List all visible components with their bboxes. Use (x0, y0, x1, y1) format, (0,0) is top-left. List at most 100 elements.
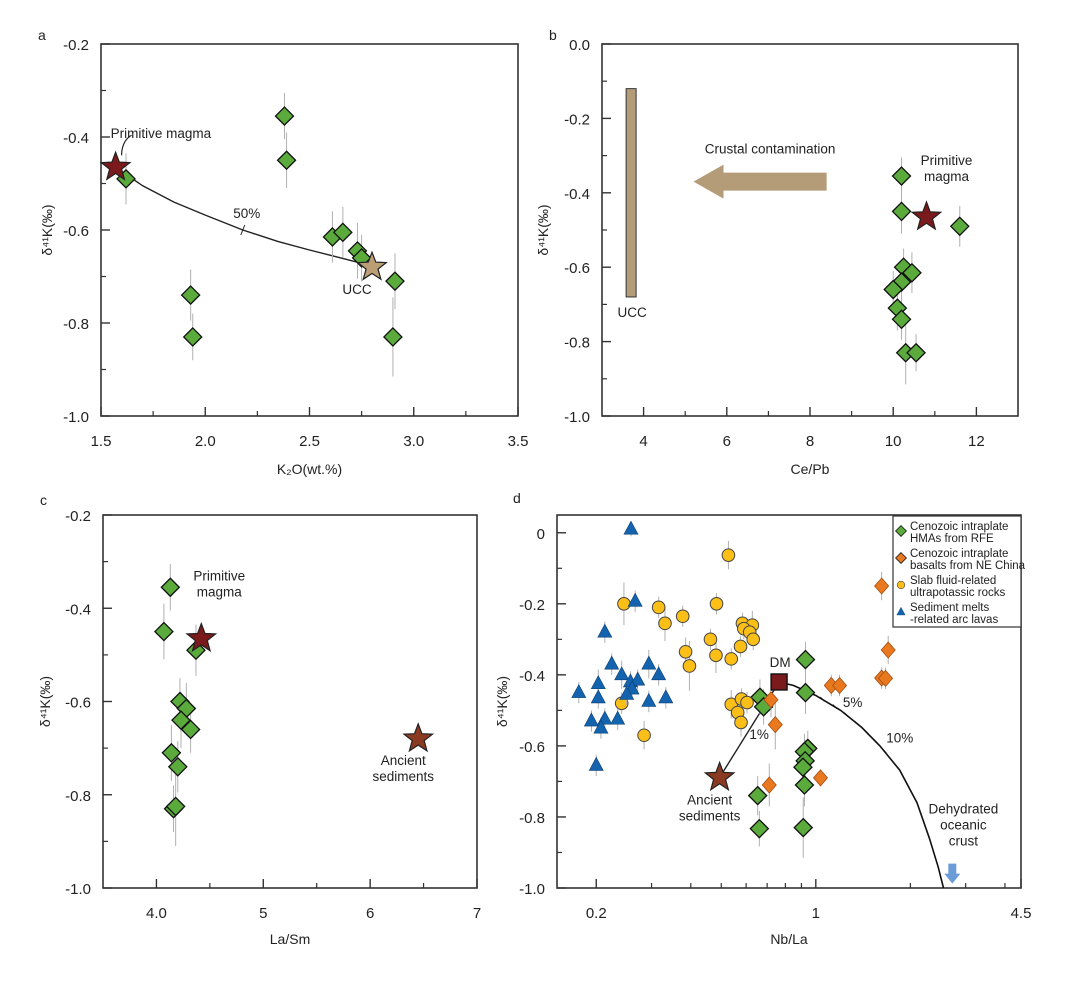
legend-label: -related arc lavas (910, 614, 998, 626)
y-tick-label: -0.2 (65, 508, 91, 525)
mixing-tick (832, 704, 838, 710)
crustal-contamination-arrow (693, 164, 827, 199)
data-point (795, 649, 816, 670)
data-point (583, 712, 599, 727)
data-point (651, 600, 666, 615)
mixing-tick (873, 738, 878, 744)
x-tick-label: 4.5 (1011, 905, 1032, 922)
legend-label: basalts from NE China (910, 560, 1026, 572)
data-point (794, 775, 815, 795)
x-tick-label: 6 (366, 905, 374, 922)
data-point (733, 639, 748, 654)
panel-d: d 0.2 1 4.5 -1.0 -0.8 -0.6 -0.4 -0.2 0 Nb/La δ⁴¹K(‰… (494, 490, 1031, 947)
panel-b: b 4 6 8 10 12 -1.0 -0.8 -0.6 -0.4 -0.2 0.0 Ce/Pb δ⁴¹K… (535, 27, 1019, 477)
y-axis-label: δ⁴¹K(‰) (535, 204, 551, 255)
y-tick-label: -0.4 (65, 601, 91, 618)
x-axis-label: K₂O(wt.%) (277, 461, 342, 477)
y-axis-label: δ⁴¹K(‰) (37, 676, 53, 727)
data-point (619, 685, 635, 700)
data-point (734, 715, 748, 730)
mixing-tick (820, 696, 825, 702)
series-samples (153, 563, 206, 847)
data-point (161, 742, 182, 763)
data-point (891, 201, 912, 222)
data-point (721, 548, 736, 562)
y-tick-label: -0.6 (564, 260, 590, 277)
legend-label: ultrapotassic rocks (910, 587, 1005, 599)
data-point (571, 683, 587, 698)
legend-label: HMAs from RFE (910, 533, 994, 545)
dehydrated-crust-label: Dehydrated (928, 801, 998, 816)
y-tick-label: -0.2 (519, 597, 545, 614)
mixing-tick (854, 720, 860, 726)
mixing-label-1pct: 1% (749, 727, 769, 742)
primitive-magma-label: Primitive magma (921, 153, 973, 184)
label-line: Primitive (193, 569, 245, 584)
data-point (593, 719, 609, 734)
x-tick-label: 10 (885, 433, 902, 450)
data-point (891, 166, 912, 186)
data-point (597, 623, 613, 638)
x-tick-label: 8 (806, 433, 814, 450)
x-tick-label: 3.5 (508, 433, 529, 450)
legend-label: Cenozoic intraplate (910, 548, 1008, 560)
data-point (604, 655, 620, 670)
mixing-tick (881, 748, 887, 754)
endmember-primitive-magma (99, 150, 132, 181)
x-tick-label: 4 (639, 433, 647, 450)
data-point (590, 689, 606, 704)
y-tick-label: -0.4 (519, 668, 545, 685)
y-tick-label: 0 (537, 526, 545, 543)
series-slab-fluid-related-ultrapotassic-rocks (614, 540, 761, 750)
data-point (891, 309, 912, 330)
series-samples (883, 157, 970, 385)
data-point (832, 676, 848, 695)
data-point (182, 327, 203, 347)
data-point (793, 817, 814, 838)
series-samples (116, 92, 405, 377)
data-point (906, 342, 926, 363)
legend-label: Slab fluid-related (910, 575, 996, 587)
dehydrated-crust-label: oceanic (940, 817, 987, 832)
endmember-primitive-magma (185, 621, 218, 653)
y-tick-label: 0.0 (569, 37, 590, 54)
ancient-sediments-label: Ancient sediments (679, 793, 741, 824)
y-tick-label: -0.8 (65, 788, 91, 805)
data-point (637, 728, 651, 743)
dehydrated-crust-arrow-icon (944, 863, 961, 884)
data-point (658, 616, 672, 631)
x-tick-label: 5 (259, 905, 267, 922)
series-cenozoic-intraplate-hmas-from-rfe (747, 641, 818, 858)
x-tick-label: 7 (473, 905, 481, 922)
x-tick-label: 4.0 (146, 905, 167, 922)
data-point (724, 652, 739, 666)
panel-letter: b (549, 27, 557, 43)
mixing-label-10pct: 10% (886, 730, 913, 745)
label-line: sediments (372, 769, 434, 784)
data-point (167, 756, 188, 777)
x-tick-label: 3.0 (403, 433, 424, 450)
y-axis-label: δ⁴¹K(‰) (494, 676, 510, 727)
data-point (949, 216, 970, 237)
crustal-contamination-label: Crustal contamination (705, 142, 836, 157)
y-axis-label: δ⁴¹K(‰) (39, 204, 55, 255)
data-point (651, 666, 667, 681)
data-point (382, 327, 403, 347)
y-tick-label: -0.2 (63, 37, 89, 54)
panel-c: c 4.0 5 6 7 -1.0 -0.8 -0.6 -0.4 -0.2 La/Sm δ⁴¹K(‰) P… (37, 492, 481, 947)
x-axis-label: Nb/La (770, 931, 808, 947)
y-tick-label: -1.0 (63, 409, 89, 426)
mixing-label-5pct: 5% (843, 695, 863, 710)
y-tick-label: -0.4 (564, 186, 590, 203)
endmember-ancient-sediments (703, 760, 736, 792)
series-sediment-melts-related-arc-lavas (571, 520, 674, 777)
legend-marker (896, 606, 906, 616)
primitive-magma-label: Primitive magma (111, 126, 212, 141)
series-cenozoic-intraplate-basalts-from-ne-china (761, 571, 896, 807)
legend: Cenozoic intraplate HMAs from RFECenozoi… (892, 515, 1026, 628)
label-line: Ancient (687, 793, 732, 808)
endmember-ucc (356, 250, 388, 281)
y-tick-label: -0.6 (519, 739, 545, 756)
legend-label: Sediment melts (910, 602, 990, 614)
